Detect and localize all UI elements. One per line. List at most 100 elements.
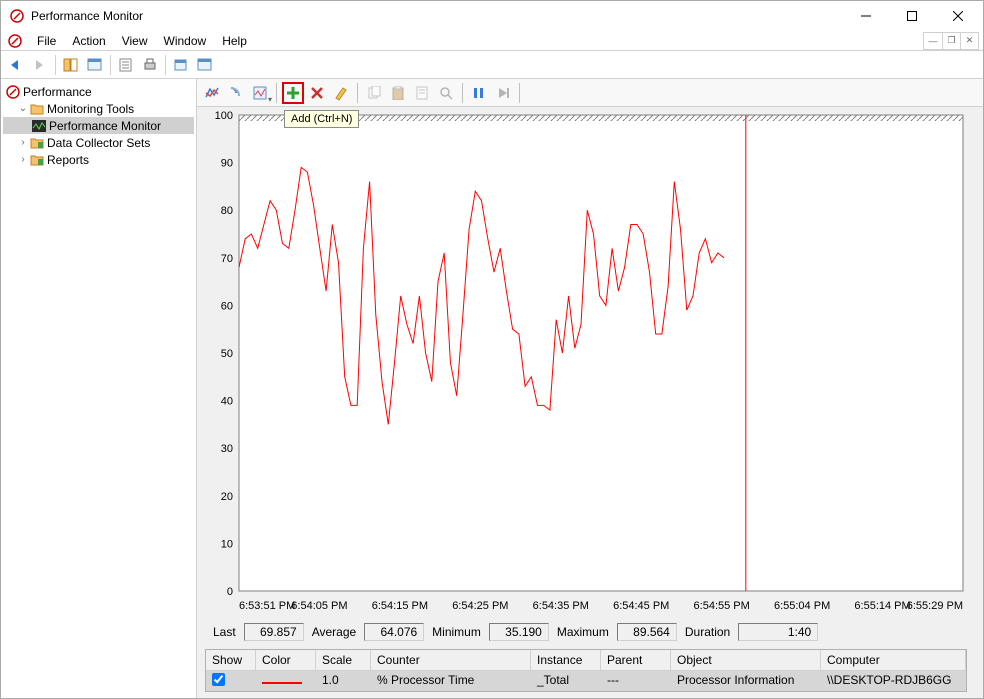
expand-icon[interactable]: › — [17, 137, 29, 148]
tree-label: Monitoring Tools — [47, 102, 134, 116]
mdi-minimize[interactable]: — — [924, 33, 942, 49]
svg-text:50: 50 — [221, 348, 233, 360]
counter-row[interactable]: 1.0 % Processor Time _Total --- Processo… — [206, 671, 966, 691]
counter-color-swatch — [262, 682, 302, 684]
reports-icon — [29, 152, 45, 168]
counter-table-header: Show Color Scale Counter Instance Parent… — [206, 650, 966, 671]
svg-text:6:54:25 PM: 6:54:25 PM — [452, 600, 508, 612]
tree-performance-monitor[interactable]: Performance Monitor — [3, 117, 194, 134]
menu-help[interactable]: Help — [214, 32, 255, 50]
copy-button[interactable] — [363, 82, 385, 104]
col-show[interactable]: Show — [206, 650, 256, 670]
folder-icon — [29, 101, 45, 117]
minimize-button[interactable] — [843, 1, 889, 31]
print-button[interactable] — [139, 54, 161, 76]
col-instance[interactable]: Instance — [531, 650, 601, 670]
refresh-button[interactable] — [170, 54, 192, 76]
view-histogram-button[interactable] — [225, 82, 247, 104]
mdi-restore[interactable]: ❐ — [942, 33, 960, 49]
svg-text:0: 0 — [227, 586, 233, 598]
stat-label-avg: Average — [308, 625, 360, 639]
menu-window[interactable]: Window — [156, 32, 215, 50]
mdi-controls: — ❐ ✕ — [923, 32, 979, 50]
add-counter-button[interactable]: Add (Ctrl+N) — [282, 82, 304, 104]
menu-view[interactable]: View — [114, 32, 156, 50]
tree-reports[interactable]: › Reports — [3, 151, 194, 168]
svg-text:6:54:15 PM: 6:54:15 PM — [372, 600, 428, 612]
back-button[interactable] — [5, 54, 27, 76]
tree-pane: Performance ⌄ Monitoring Tools Performan… — [1, 79, 197, 698]
svg-text:100: 100 — [215, 110, 233, 122]
col-parent[interactable]: Parent — [601, 650, 671, 670]
tree-label: Performance Monitor — [49, 119, 161, 133]
counter-parent: --- — [601, 671, 671, 691]
counter-instance: _Total — [531, 671, 601, 691]
monitor-icon — [31, 118, 47, 134]
counter-table: Show Color Scale Counter Instance Parent… — [205, 649, 967, 692]
tooltip: Add (Ctrl+N) — [284, 110, 359, 128]
line-chart: 01020304050607080901006:53:51 PM6:54:05 … — [199, 107, 973, 619]
counter-computer: \\DESKTOP-RDJB6GG — [821, 671, 966, 691]
col-color[interactable]: Color — [256, 650, 316, 670]
zoom-button[interactable] — [435, 82, 457, 104]
app-toolbar — [1, 51, 983, 79]
stat-label-min: Minimum — [428, 625, 485, 639]
counter-name: % Processor Time — [371, 671, 531, 691]
stat-label-last: Last — [209, 625, 240, 639]
delete-counter-button[interactable] — [306, 82, 328, 104]
tree-data-collector-sets[interactable]: › Data Collector Sets — [3, 134, 194, 151]
svg-text:30: 30 — [221, 443, 233, 455]
freeze-button[interactable] — [468, 82, 490, 104]
graph-toolbar: ▾ Add (Ctrl+N) — [197, 79, 983, 107]
stat-value-min: 35.190 — [489, 623, 549, 641]
counter-show-checkbox[interactable] — [212, 673, 225, 686]
tree-root[interactable]: Performance — [3, 83, 194, 100]
expand-icon[interactable]: ⌄ — [17, 103, 29, 114]
paste-button[interactable] — [387, 82, 409, 104]
tree-root-label: Performance — [23, 85, 92, 99]
stat-value-max: 89.564 — [617, 623, 677, 641]
menu-action[interactable]: Action — [64, 32, 113, 50]
content-pane: ▾ Add (Ctrl+N) 01020304050607080901006:5… — [197, 79, 983, 698]
svg-text:90: 90 — [221, 158, 233, 170]
stat-label-max: Maximum — [553, 625, 613, 639]
mdi-close[interactable]: ✕ — [960, 33, 978, 49]
menu-file[interactable]: File — [29, 32, 64, 50]
svg-text:6:55:14 PM: 6:55:14 PM — [854, 600, 910, 612]
menubar: File Action View Window Help — ❐ ✕ — [1, 31, 983, 51]
counter-scale: 1.0 — [316, 671, 371, 691]
window-title: Performance Monitor — [31, 9, 843, 23]
perfmon-icon — [5, 84, 21, 100]
update-button[interactable] — [492, 82, 514, 104]
maximize-button[interactable] — [889, 1, 935, 31]
stat-label-dur: Duration — [681, 625, 734, 639]
app-icon — [9, 8, 25, 24]
view-graph-button[interactable] — [201, 82, 223, 104]
close-button[interactable] — [935, 1, 981, 31]
stat-value-avg: 64.076 — [364, 623, 424, 641]
expand-icon[interactable]: › — [17, 154, 29, 165]
col-scale[interactable]: Scale — [316, 650, 371, 670]
col-object[interactable]: Object — [671, 650, 821, 670]
col-counter[interactable]: Counter — [371, 650, 531, 670]
svg-text:6:55:29 PM: 6:55:29 PM — [907, 600, 963, 612]
forward-button[interactable] — [29, 54, 51, 76]
highlight-button[interactable] — [330, 82, 352, 104]
stats-row: Last 69.857 Average 64.076 Minimum 35.19… — [199, 619, 973, 645]
show-hide-tree-button[interactable] — [60, 54, 82, 76]
col-computer[interactable]: Computer — [821, 650, 966, 670]
help-button[interactable] — [194, 54, 216, 76]
properties-button[interactable] — [115, 54, 137, 76]
view-report-button[interactable]: ▾ — [249, 82, 271, 104]
tree-label: Data Collector Sets — [47, 136, 150, 150]
svg-text:6:54:55 PM: 6:54:55 PM — [694, 600, 750, 612]
tree-label: Reports — [47, 153, 89, 167]
tree-monitoring-tools[interactable]: ⌄ Monitoring Tools — [3, 100, 194, 117]
new-window-button[interactable] — [84, 54, 106, 76]
svg-text:6:53:51 PM: 6:53:51 PM — [239, 600, 295, 612]
svg-text:6:55:04 PM: 6:55:04 PM — [774, 600, 830, 612]
svg-text:80: 80 — [221, 205, 233, 217]
properties-graph-button[interactable] — [411, 82, 433, 104]
svg-text:6:54:05 PM: 6:54:05 PM — [291, 600, 347, 612]
titlebar: Performance Monitor — [1, 1, 983, 31]
